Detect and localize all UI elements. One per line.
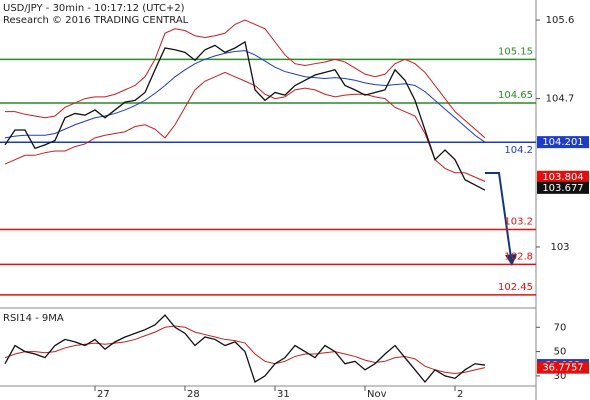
- price-tag-label: 36.7757: [542, 363, 583, 374]
- level-label: 104.2: [504, 145, 533, 156]
- series-line: [4, 40, 486, 191]
- arrow-head: [505, 254, 517, 266]
- level-label: 102.8: [504, 251, 533, 262]
- y-tick-label: 50: [554, 347, 567, 358]
- x-tick-label: 2: [457, 389, 463, 400]
- y-tick-label: 70: [554, 322, 567, 333]
- level-label: 102.45: [498, 282, 533, 293]
- panel-title: RSI14 - 9MA: [3, 313, 64, 324]
- x-tick-label: Nov: [367, 389, 387, 400]
- chart-title: USD/JPY - 30min - 10:17:12 (UTC+2): [3, 3, 185, 14]
- y-tick-label: 103: [550, 242, 569, 253]
- x-tick-label: 28: [187, 389, 200, 400]
- level-label: 103.2: [504, 216, 533, 227]
- level-label: 104.65: [498, 90, 533, 101]
- x-tick-label: 31: [277, 389, 290, 400]
- price-tag-label: 103.677: [542, 183, 583, 194]
- y-tick-label: 30: [554, 371, 567, 382]
- x-tick-label: 27: [97, 389, 110, 400]
- y-tick-label: 104.7: [546, 94, 575, 105]
- price-tag: [537, 136, 589, 149]
- price-tag: [537, 170, 589, 183]
- chart-subtitle: Research © 2016 TRADING CENTRAL: [3, 15, 189, 26]
- series-line: [4, 50, 486, 143]
- series-line: [4, 325, 486, 374]
- series-line: [4, 71, 486, 182]
- level-label: 105.15: [498, 46, 533, 57]
- price-tag: [537, 181, 589, 194]
- y-tick-label: 105.6: [546, 15, 575, 26]
- price-tag-label: 104.201: [542, 137, 583, 148]
- price-tag-label: 103.804: [542, 172, 583, 183]
- series-line: [5, 19, 486, 139]
- price-tag: [537, 361, 589, 374]
- series-line: [4, 314, 486, 384]
